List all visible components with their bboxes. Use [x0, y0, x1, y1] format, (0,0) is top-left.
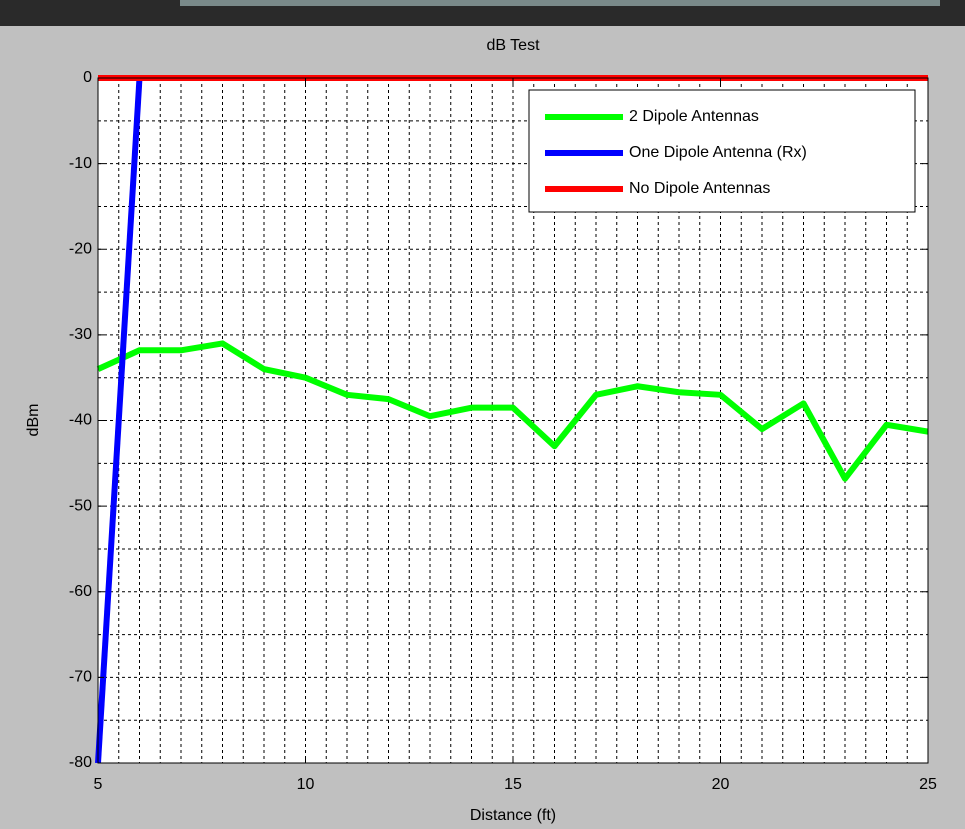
y-tick-label: -70	[69, 669, 92, 686]
page: {"chart_data": {"type": "line", "title":…	[0, 0, 965, 829]
legend-label: One Dipole Antenna (Rx)	[629, 144, 807, 161]
legend-label: No Dipole Antennas	[629, 180, 770, 197]
x-axis-label: Distance (ft)	[470, 807, 556, 824]
x-tick-label: 15	[504, 776, 522, 793]
y-tick-label: -30	[69, 326, 92, 343]
legend: 2 Dipole Antennas One Dipole Antenna (Rx)…	[529, 90, 915, 212]
figure: dB Test Distance (ft) dBm 2 Dipole Anten…	[0, 0, 965, 829]
chart-title: dB Test	[486, 37, 540, 54]
y-tick-label: -20	[69, 240, 92, 257]
y-tick-label: -80	[69, 754, 92, 771]
legend-label: 2 Dipole Antennas	[629, 108, 759, 125]
window-bar	[180, 0, 940, 6]
x-tick-label: 25	[919, 776, 937, 793]
x-tick-label: 5	[94, 776, 103, 793]
y-tick-label: 0	[83, 69, 92, 86]
y-tick-label: -10	[69, 155, 92, 172]
y-tick-label: -40	[69, 412, 92, 429]
x-tick-label: 10	[297, 776, 315, 793]
x-tick-label: 20	[712, 776, 730, 793]
y-tick-label: -60	[69, 583, 92, 600]
y-axis-label: dBm	[25, 404, 42, 437]
y-tick-label: -50	[69, 497, 92, 514]
